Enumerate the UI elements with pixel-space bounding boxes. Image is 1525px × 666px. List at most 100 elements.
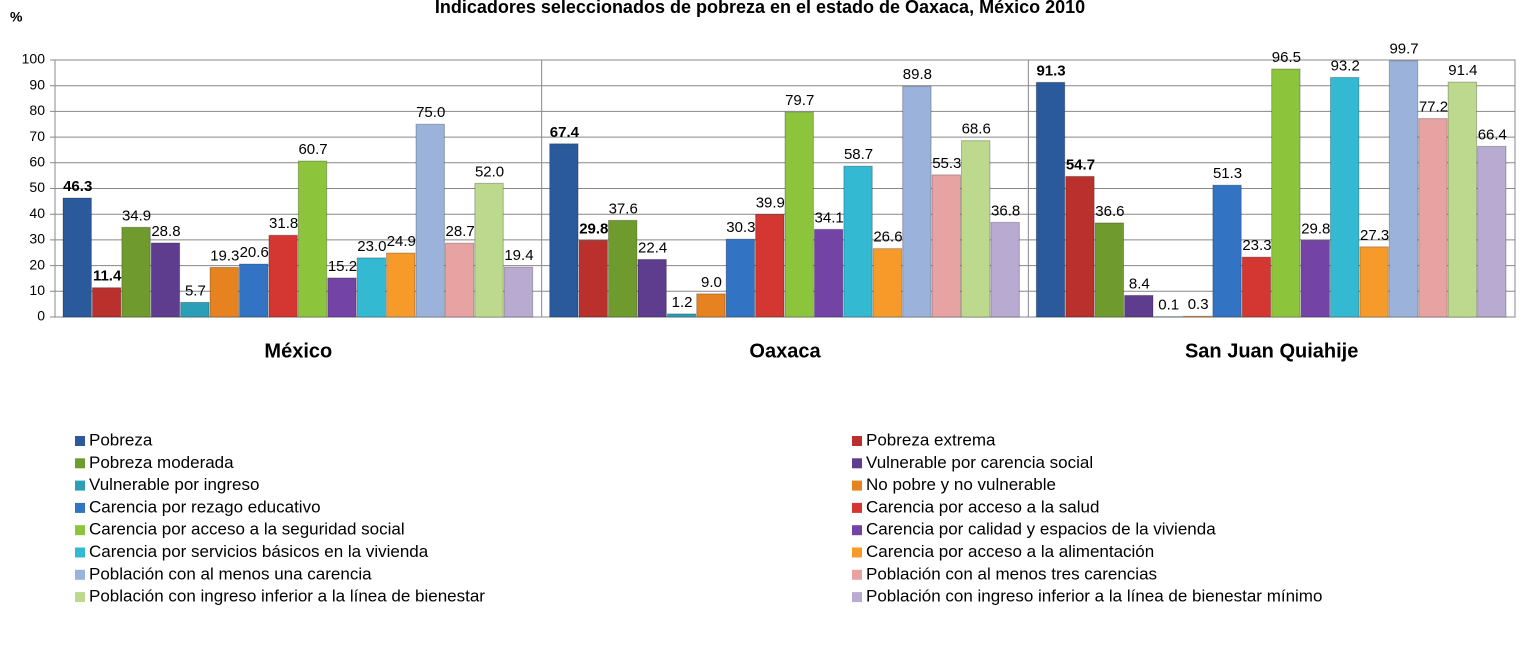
bar (666, 313, 697, 318)
value-label: 24.9 (387, 233, 416, 250)
bar (1241, 256, 1272, 318)
bar (872, 248, 903, 318)
value-label: 28.7 (446, 223, 475, 240)
bar (990, 221, 1020, 318)
x-tick-label: Oaxaca (749, 340, 821, 362)
value-label: 9.0 (701, 274, 722, 291)
value-label: 77.2 (1419, 99, 1448, 116)
legend-swatch (852, 525, 862, 536)
bar (725, 238, 756, 318)
bar (209, 266, 239, 318)
value-label: 15.2 (328, 258, 357, 275)
value-label: 36.8 (991, 202, 1020, 219)
value-label: 99.7 (1389, 41, 1418, 58)
value-label: 30.3 (726, 219, 755, 236)
value-label: 51.3 (1213, 165, 1242, 182)
legend-swatch (852, 592, 862, 603)
bar (62, 197, 92, 318)
legend-swatch (852, 547, 862, 558)
y-tick-label: 80 (29, 102, 45, 118)
bar (444, 242, 475, 318)
y-tick-label: 20 (29, 256, 45, 272)
value-label: 1.2 (672, 294, 693, 311)
legend-swatch (75, 436, 85, 446)
bar (386, 252, 416, 318)
bar (1388, 60, 1419, 318)
value-label: 27.3 (1360, 227, 1389, 244)
value-label: 8.4 (1129, 275, 1150, 292)
legend-label: Carencia por servicios básicos en la viv… (89, 542, 429, 561)
value-label: 75.0 (416, 104, 445, 121)
bar (1035, 81, 1066, 318)
legend-swatch (75, 502, 85, 513)
value-label: 91.4 (1448, 62, 1477, 79)
bar (843, 165, 873, 318)
value-label: 23.0 (357, 238, 386, 255)
x-tick-label: San Juan Quiahije (1185, 340, 1358, 362)
bar (121, 226, 151, 318)
value-label: 29.8 (579, 220, 608, 237)
value-label: 52.0 (475, 163, 504, 180)
bar (813, 228, 844, 318)
y-tick-label: 70 (29, 128, 45, 144)
bar (268, 234, 298, 318)
value-label: 60.7 (298, 141, 327, 158)
value-label: 58.7 (844, 146, 873, 163)
bar (1124, 294, 1154, 318)
legend-swatch (75, 547, 85, 558)
legend-label: Carencia por acceso a la alimentación (866, 542, 1154, 561)
bar (150, 242, 181, 318)
y-tick-label: 10 (29, 282, 45, 298)
value-label: 55.3 (932, 155, 961, 172)
bar (1359, 246, 1389, 318)
bar (902, 85, 932, 318)
bar (637, 258, 667, 318)
bar (239, 263, 269, 318)
bar (578, 239, 608, 318)
y-tick-label: 40 (29, 205, 45, 221)
legend-label: Carencia por rezago educativo (89, 497, 321, 516)
value-label: 0.1 (1158, 297, 1179, 314)
legend-label: Pobreza moderada (89, 453, 234, 472)
legend-label: Carencia por calidad y espacios de la vi… (866, 520, 1216, 539)
bar (503, 266, 534, 318)
legend-label: Carencia por acceso a la salud (866, 497, 1099, 516)
y-tick-label: 0 (37, 308, 45, 324)
y-tick-label: 60 (29, 154, 45, 170)
bar (474, 182, 504, 318)
legend-label: No pobre y no vulnerable (866, 475, 1056, 494)
value-label: 34.1 (815, 209, 844, 226)
legend-swatch (75, 458, 85, 469)
legend-label: Población con al menos tres carencias (866, 564, 1157, 583)
value-label: 31.8 (269, 215, 298, 232)
legend-label: Pobreza extrema (866, 430, 996, 449)
y-axis-label: % (10, 9, 23, 25)
legend-label: Vulnerable por ingreso (89, 475, 259, 494)
value-label: 79.7 (785, 92, 814, 109)
bar (415, 123, 445, 318)
legend-label: Población con ingreso inferior a la líne… (89, 587, 485, 606)
bar (1065, 175, 1095, 318)
bar (1094, 222, 1125, 318)
x-tick-label: México (264, 340, 332, 362)
value-label: 67.4 (550, 124, 580, 141)
value-label: 19.3 (210, 247, 239, 264)
bar (549, 143, 579, 318)
bar (1330, 76, 1360, 318)
value-label: 91.3 (1036, 62, 1065, 79)
value-label: 19.4 (504, 247, 533, 264)
legend-swatch (75, 525, 85, 536)
y-tick-label: 30 (29, 231, 45, 247)
bar (1182, 315, 1213, 318)
value-label: 0.3 (1188, 296, 1209, 313)
value-label: 23.3 (1242, 237, 1271, 254)
legend-swatch (75, 592, 85, 603)
value-label: 54.7 (1066, 156, 1095, 173)
value-label: 46.3 (63, 178, 92, 195)
legend-swatch (75, 569, 85, 580)
value-label: 22.4 (638, 239, 667, 256)
bar (327, 277, 357, 318)
bar (356, 257, 387, 318)
bar (1300, 239, 1331, 318)
